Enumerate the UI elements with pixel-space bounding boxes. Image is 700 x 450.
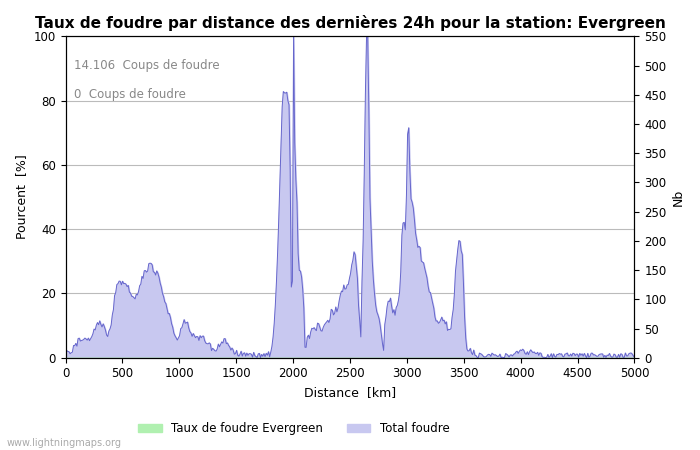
Text: 0  Coups de foudre: 0 Coups de foudre bbox=[74, 88, 186, 101]
Text: 14.106  Coups de foudre: 14.106 Coups de foudre bbox=[74, 59, 220, 72]
Y-axis label: Pourcent  [%]: Pourcent [%] bbox=[15, 155, 28, 239]
Legend: Taux de foudre Evergreen, Total foudre: Taux de foudre Evergreen, Total foudre bbox=[134, 417, 454, 440]
Text: www.lightningmaps.org: www.lightningmaps.org bbox=[7, 438, 122, 448]
X-axis label: Distance  [km]: Distance [km] bbox=[304, 386, 396, 399]
Title: Taux de foudre par distance des dernières 24h pour la station: Evergreen: Taux de foudre par distance des dernière… bbox=[34, 15, 666, 31]
Y-axis label: Nb: Nb bbox=[672, 189, 685, 206]
